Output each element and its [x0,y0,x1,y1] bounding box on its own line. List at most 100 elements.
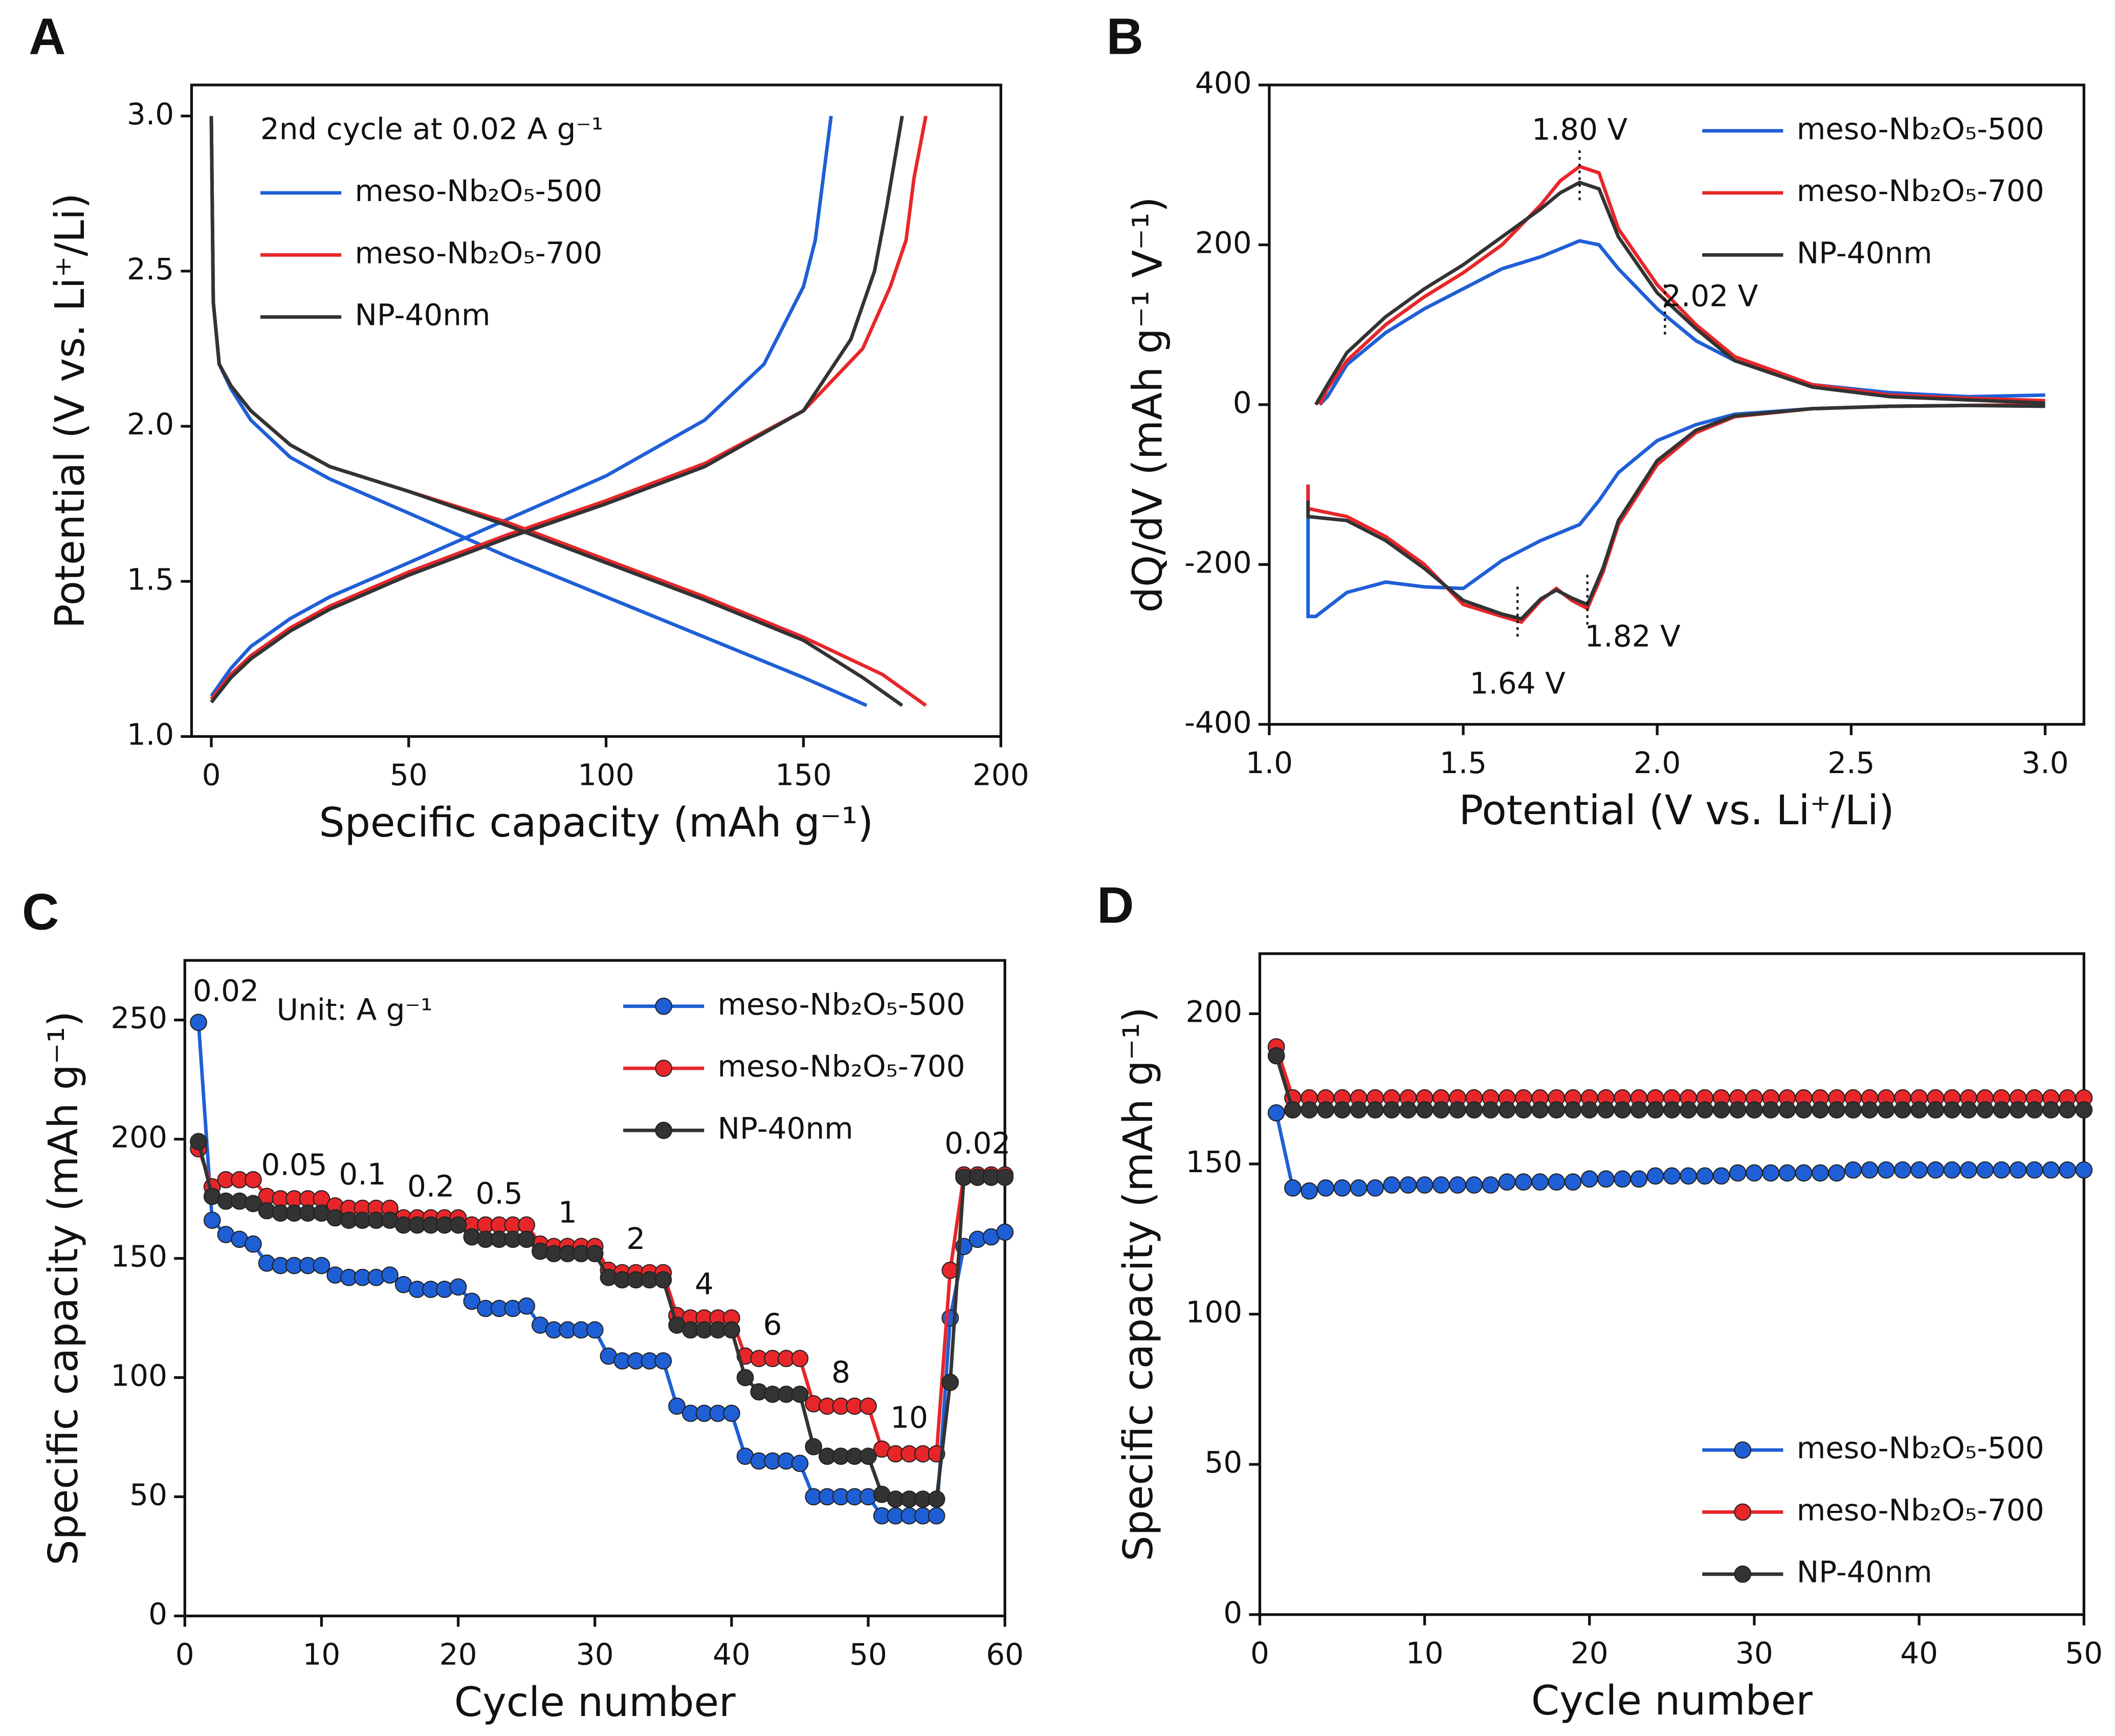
legend-label: meso-Nb₂O₅-500 [355,173,602,208]
data-point [518,1230,536,1248]
data-point [1284,1179,1302,1197]
data-point [449,1278,467,1296]
data-point [1778,1164,1796,1182]
y-tick-label: 200 [111,1120,167,1155]
data-point [791,1386,809,1403]
data-point [928,1507,945,1525]
plot-frame [1258,952,2085,1616]
data-point [1811,1164,1829,1182]
data-point [2075,1161,2093,1179]
legend-marker [655,1122,673,1139]
y-tick-label: 0 [148,1596,167,1631]
y-tick-label: -200 [1184,545,1252,580]
y-axis-title: Potential (V vs. Li⁺/Li) [47,193,94,628]
data-point [244,1171,262,1189]
x-axis-title: Specific capacity (mAh g⁻¹) [319,799,874,846]
legend-label: NP-40nm [355,298,490,333]
data-point [449,1216,467,1234]
y-tick-label: 2.5 [127,252,174,287]
data-point [1482,1176,1500,1194]
data-point [1317,1179,1335,1197]
data-point [1580,1101,1598,1119]
legend-label: NP-40nm [1797,235,1932,270]
legend-label: NP-40nm [1797,1555,1932,1590]
y-axis-title: Specific capacity (mAh g⁻¹) [1115,1007,1162,1562]
x-tick-label: 1.5 [1440,745,1487,780]
series-line [209,116,904,707]
data-point [1383,1101,1401,1119]
x-tick-label: 0 [175,1637,194,1672]
data-point [654,1352,672,1370]
x-tick-label: 50 [2065,1636,2103,1671]
data-point [1729,1101,1747,1119]
plot-frame [1268,83,2085,726]
data-point [1696,1101,1714,1119]
data-point [2025,1161,2043,1179]
data-point [1531,1173,1549,1191]
data-point [1861,1101,1879,1119]
data-point [1597,1170,1615,1188]
x-tick-label: 30 [1735,1636,1773,1671]
legend-title: 2nd cycle at 0.02 A g⁻¹ [260,112,603,146]
data-point [1712,1101,1730,1119]
legend-label: meso-Nb₂O₅-500 [1797,112,2044,146]
data-point [1927,1161,1945,1179]
data-point [463,1292,481,1310]
data-point [1548,1101,1566,1119]
rate-label: 10 [890,1400,928,1435]
panel-label: B [1107,8,1143,65]
series-line [1274,1046,2084,1100]
data-point [736,1369,754,1387]
data-point [1432,1176,1450,1194]
legend-marker [1734,1565,1752,1583]
data-point [1943,1101,1961,1119]
data-point [1993,1101,2011,1119]
data-point [1712,1167,1730,1185]
data-point [1762,1164,1780,1182]
y-axis-title: Specific capacity (mAh g⁻¹) [40,1011,87,1566]
legend-label: meso-Nb₂O₅-500 [1797,1431,2044,1465]
x-tick-label: 50 [390,758,428,793]
x-tick-label: 60 [986,1637,1024,1672]
y-tick-label: 100 [1185,1295,1242,1330]
legend-marker [1734,1503,1752,1521]
data-point [1350,1179,1368,1197]
data-point [654,1271,672,1289]
data-point [1993,1161,2011,1179]
rate-label: 0.05 [261,1147,327,1182]
rate-label: 2 [626,1221,645,1256]
data-point [1877,1101,1895,1119]
x-tick-label: 10 [1406,1636,1444,1671]
data-point [2042,1161,2060,1179]
data-point [1333,1101,1351,1119]
data-point [1597,1101,1615,1119]
series-line [1306,180,2045,621]
data-point [1465,1101,1483,1119]
legend-label: meso-Nb₂O₅-700 [355,235,602,270]
x-tick-label: 0 [1250,1636,1269,1671]
rate-label: 1 [558,1195,577,1230]
x-tick-label: 2.0 [1634,745,1681,780]
x-tick-label: 50 [849,1637,887,1672]
data-point [190,1133,207,1151]
data-point [928,1490,945,1508]
y-tick-label: -400 [1184,705,1252,740]
rate-label: 0.5 [476,1176,523,1211]
legend-label: meso-Nb₂O₅-700 [1797,1492,2044,1527]
rate-label: 0.1 [339,1157,386,1192]
legend-marker [1734,1441,1752,1459]
y-tick-label: 50 [1204,1445,1242,1480]
legend-label: NP-40nm [718,1111,853,1146]
data-point [1795,1164,1813,1182]
panel-label: D [1097,876,1134,934]
data-point [1943,1161,1961,1179]
data-point [2009,1161,2027,1179]
legend-marker [655,997,673,1015]
rate-label: 0.2 [407,1169,454,1203]
data-point [996,1223,1014,1241]
data-point [860,1397,877,1415]
x-tick-label: 200 [973,758,1029,793]
data-point [1811,1101,1829,1119]
data-point [381,1266,399,1284]
